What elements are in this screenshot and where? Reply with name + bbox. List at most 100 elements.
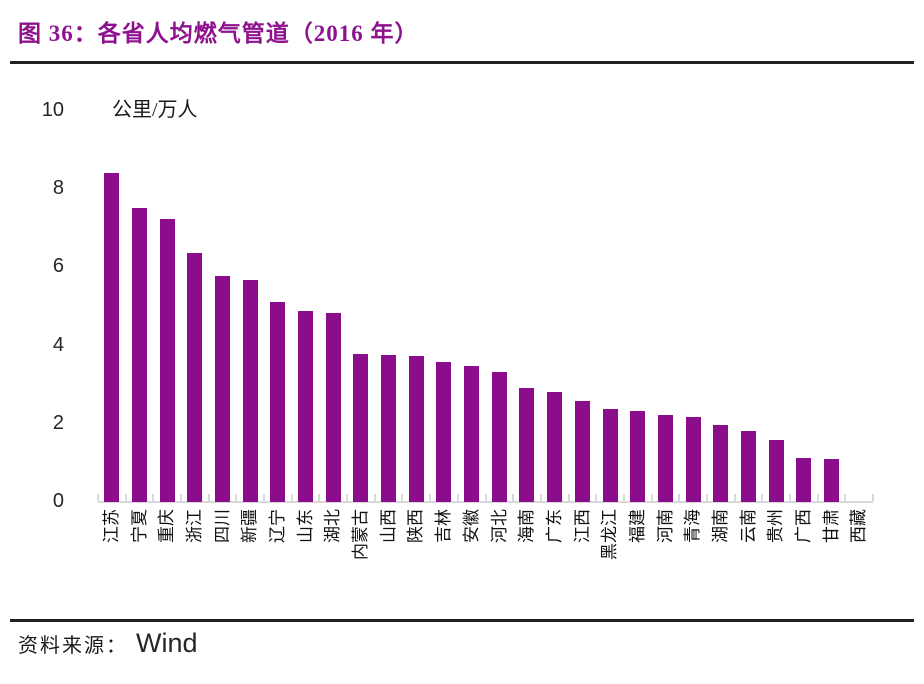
x-axis-tick <box>512 494 515 501</box>
x-category-label: 内蒙古 <box>351 509 371 560</box>
x-category-label: 山西 <box>378 509 398 543</box>
bar <box>574 401 590 502</box>
x-axis-tick <box>678 494 681 501</box>
x-axis-tick <box>235 494 238 501</box>
y-tick-label: 4 <box>52 333 64 356</box>
bar-column: 浙江 <box>181 110 209 543</box>
x-axis-tick <box>595 494 598 501</box>
bar <box>242 280 258 502</box>
bar <box>630 411 646 502</box>
x-axis-tick <box>263 494 266 501</box>
bar <box>325 313 341 502</box>
bar-column: 河南 <box>652 110 680 543</box>
footer-divider <box>10 619 914 622</box>
source-label: 资料来源： <box>18 635 128 657</box>
source-value: Wind <box>136 628 198 658</box>
bar-column: 福建 <box>624 110 652 543</box>
bar <box>519 387 535 502</box>
bar <box>685 416 701 502</box>
x-category-label: 四川 <box>212 509 232 543</box>
x-axis-tick <box>844 494 847 501</box>
bar <box>796 458 812 502</box>
y-tick-label: 0 <box>52 490 64 512</box>
x-category-label: 青海 <box>683 509 703 543</box>
x-axis-tick <box>705 494 708 501</box>
bar <box>823 458 839 502</box>
bar <box>657 414 673 502</box>
x-axis-tick <box>484 494 487 501</box>
bar-column: 云南 <box>735 110 763 543</box>
x-category-label: 湖北 <box>323 509 343 543</box>
x-category-label: 湖南 <box>710 509 730 543</box>
x-category-label: 黑龙江 <box>600 509 620 560</box>
bar-column: 山东 <box>292 110 320 543</box>
x-axis-tick <box>207 494 210 501</box>
bar <box>464 366 480 502</box>
y-tick-label: 2 <box>52 411 64 434</box>
x-category-label: 甘肃 <box>821 509 841 543</box>
x-category-label: 江西 <box>572 509 592 543</box>
bar <box>159 219 175 502</box>
x-category-label: 浙江 <box>185 509 205 543</box>
bar <box>547 391 563 502</box>
bar-column: 河北 <box>486 110 514 543</box>
bar <box>215 276 231 502</box>
bar <box>713 424 729 502</box>
x-axis-tick <box>456 494 459 501</box>
x-category-label: 江苏 <box>102 509 121 543</box>
x-axis-tick <box>401 494 404 501</box>
bar-column: 宁夏 <box>126 110 154 543</box>
x-category-label: 河北 <box>489 509 509 543</box>
bar-column: 海南 <box>513 110 541 543</box>
bar-column: 吉林 <box>430 110 458 543</box>
figure-title: 图 36：各省人均燃气管道（2016 年） <box>18 21 419 46</box>
y-axis: 0 2 4 6 8 10 <box>24 99 64 512</box>
bar-column: 广西 <box>790 110 818 543</box>
x-axis-tick <box>152 494 155 501</box>
x-category-label: 宁夏 <box>129 509 149 543</box>
x-axis-tick <box>290 494 293 501</box>
x-category-label: 陕西 <box>406 509 426 543</box>
y-tick-label: 6 <box>52 255 64 278</box>
x-category-label: 山东 <box>295 509 315 543</box>
bar-column: 四川 <box>209 110 237 543</box>
x-category-label: 海南 <box>517 509 537 543</box>
bar <box>104 172 120 502</box>
x-axis-tick <box>761 494 764 501</box>
x-category-label: 新疆 <box>240 509 260 543</box>
bar <box>187 252 203 502</box>
x-axis-tick <box>97 494 99 501</box>
bar <box>740 430 756 502</box>
bar <box>131 207 147 502</box>
x-axis-tick <box>650 494 653 501</box>
x-category-label: 广西 <box>794 509 813 543</box>
bar-column: 黑龙江 <box>596 110 624 560</box>
y-axis-unit-label: 公里/万人 <box>112 99 198 121</box>
bar <box>270 301 286 502</box>
bar <box>353 353 369 502</box>
bar-column: 湖北 <box>319 110 347 543</box>
x-axis-line <box>98 501 873 503</box>
x-axis-tick <box>373 494 376 501</box>
bar-column: 陕西 <box>402 110 430 543</box>
y-tick-label: 10 <box>41 99 64 121</box>
bar-column: 新疆 <box>236 110 264 543</box>
x-category-label: 重庆 <box>157 509 177 543</box>
x-axis-tick <box>567 494 570 501</box>
bar <box>602 409 618 502</box>
x-category-label: 福建 <box>627 509 647 543</box>
x-axis-tick <box>733 494 736 501</box>
bar-column: 贵州 <box>762 110 790 543</box>
x-category-label: 吉林 <box>434 509 454 543</box>
bar-column: 重庆 <box>153 110 181 543</box>
bar-column: 山西 <box>375 110 403 543</box>
x-axis-tick <box>180 494 183 501</box>
bar <box>768 440 784 502</box>
x-category-label: 广东 <box>544 509 564 543</box>
bar <box>408 355 424 502</box>
bar-column: 江西 <box>569 110 597 543</box>
bar-column: 湖南 <box>707 110 735 543</box>
x-axis-tick <box>872 494 875 501</box>
bar-column: 江苏 <box>98 110 126 543</box>
x-axis-tick <box>789 494 791 501</box>
